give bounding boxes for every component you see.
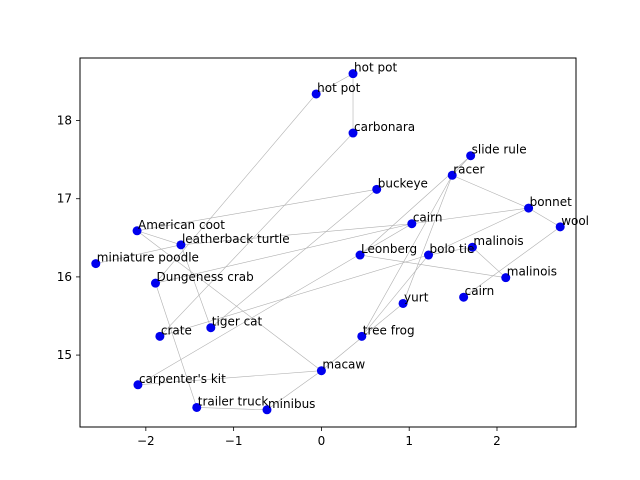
edge-line [155,93,317,284]
data-point [132,226,142,236]
data-point [459,292,469,302]
point-label: trailer truck [198,394,269,408]
data-point [524,203,534,213]
edge-line [428,246,473,256]
data-point [262,405,272,415]
edge-line [136,230,322,371]
edge-line [155,223,412,284]
data-point [91,259,101,269]
edge-line [159,254,429,337]
point-label: macaw [322,358,365,372]
data-point [176,240,186,250]
point-label: tiger cat [212,315,263,329]
point-label: Dungeness crab [156,270,253,284]
edge-line [528,207,561,228]
y-tick-label: 17 [57,192,72,206]
data-point [501,273,511,283]
data-point [555,222,565,232]
edge-line [159,132,354,337]
edge-line [95,244,182,264]
data-point [447,170,457,180]
edge-line [137,223,412,386]
point-label: American coot [138,218,225,232]
edge-line [137,189,377,232]
edge-line [361,175,453,337]
edge-line [361,254,429,337]
edge-line [452,174,529,209]
point-label: slide rule [472,143,527,157]
x-axis: −2 −1 0 1 2 [137,427,501,448]
point-label: hot pot [317,81,360,95]
data-point [398,298,408,308]
y-tick-label: 16 [57,270,72,284]
data-point [407,219,417,229]
point-label: malinois [473,234,523,248]
edge-line [411,207,529,225]
data-point [348,128,358,138]
x-tick-label: −2 [137,434,155,448]
data-point [372,184,382,194]
data-point [150,278,160,288]
data-point [424,250,434,260]
edge-line [359,254,506,278]
edge-line [402,175,453,304]
edge-line [180,244,212,328]
y-axis: 15 16 17 18 [57,114,80,362]
x-tick-label: 2 [493,434,501,448]
edge-line [463,226,561,298]
data-point [311,89,321,99]
point-label: Leonberg [361,242,417,256]
edge-line [472,246,506,278]
data-point [133,380,143,390]
data-point [155,331,165,341]
point-label: minibus [268,397,315,411]
data-point [316,366,326,376]
edge-line [155,283,198,408]
point-label: leatherback turtle [182,232,290,246]
data-point [192,402,202,412]
point-label: malinois [507,265,557,279]
data-point [348,69,358,79]
point-label: carbonara [354,120,415,134]
data-point [467,242,477,252]
edge-line [196,407,267,411]
y-tick-label: 18 [57,114,72,128]
x-tick-label: 0 [318,434,326,448]
point-label: bolo tie [430,242,475,256]
point-label: wool [561,214,589,228]
point-label: tree frog [363,323,415,337]
point-label: yurt [404,290,429,304]
y-tick-label: 15 [57,348,72,362]
edge-line [266,370,322,411]
point-label: crate [161,323,192,337]
edge-line [316,73,354,95]
edge-line [180,223,412,246]
point-layer [91,69,565,415]
label-layer: hot pot hot pot carbonara slide rule racer bu… [97,61,589,411]
point-label: racer [453,162,484,176]
data-point [206,323,216,333]
point-label: cairn [413,211,443,225]
point-label: buckeye [378,176,428,190]
data-point [355,250,365,260]
data-point [357,331,367,341]
point-label: miniature poodle [97,251,199,265]
edge-line [210,189,377,328]
data-point [466,151,476,161]
x-tick-label: 1 [405,434,413,448]
axes-frame [79,57,577,428]
edge-line [136,230,182,246]
edge-line [428,207,529,256]
x-tick-label: −1 [225,434,243,448]
edge-line [137,370,322,386]
point-label: carpenter's kit [139,372,226,386]
point-label: hot pot [354,61,397,75]
point-label: cairn [465,284,495,298]
point-label: bonnet [530,195,573,209]
